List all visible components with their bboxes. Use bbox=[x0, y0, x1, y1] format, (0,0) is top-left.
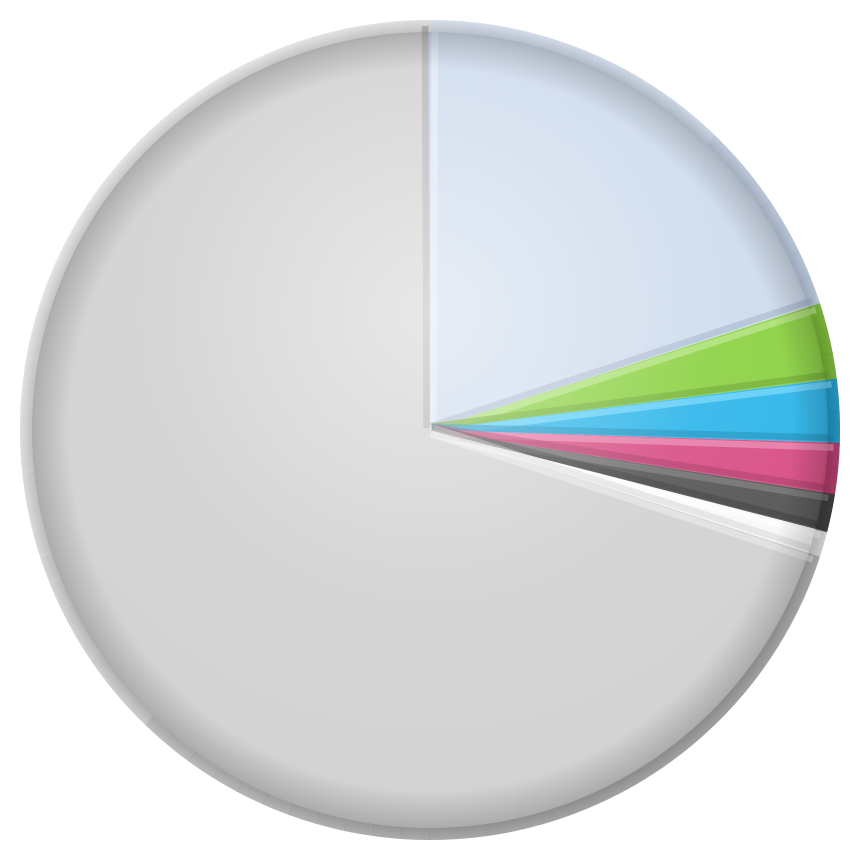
pie-chart bbox=[0, 0, 861, 861]
pie-chart-svg bbox=[0, 0, 861, 861]
chart-edge-shade bbox=[20, 20, 840, 840]
